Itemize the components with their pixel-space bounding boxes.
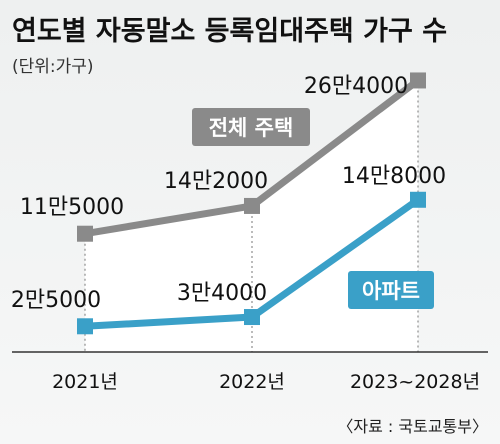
legend-label-apartment: 아파트 <box>348 271 434 309</box>
x-tick-labels: 2021년 2022년 2023~2028년 <box>52 371 480 393</box>
x-tick-label-2: 2023~2028년 <box>350 371 480 393</box>
marker-total-0 <box>77 225 93 242</box>
legend-text-apartment: 아파트 <box>362 279 420 303</box>
x-tick-label-0: 2021년 <box>52 371 118 393</box>
legend-label-total: 전체 주택 <box>192 108 310 146</box>
x-tick-label-1: 2022년 <box>219 371 285 393</box>
source-note: 〈자료 : 국토교통부〉 <box>337 417 488 436</box>
marker-apartment-2 <box>410 191 426 208</box>
legend-text-total: 전체 주택 <box>209 116 294 140</box>
data-markers <box>77 72 426 335</box>
chart-subtitle: (단위:가구) <box>12 57 94 77</box>
data-label-apartment-2: 14만8000 <box>342 164 446 189</box>
legend-badge-apartment <box>348 271 434 309</box>
data-label-total-2: 26만4000 <box>304 74 408 99</box>
data-labels: 11만5000 14만2000 26만4000 2만5000 3만4000 14만8000 <box>11 74 446 313</box>
marker-apartment-0 <box>77 318 93 335</box>
data-label-total-0: 11만5000 <box>20 195 124 220</box>
legend-badge-total <box>192 108 310 146</box>
marker-apartment-1 <box>244 309 260 326</box>
data-label-apartment-0: 2만5000 <box>11 288 101 313</box>
marker-total-2 <box>410 72 426 89</box>
chart-title: 연도별 자동말소 등록임대주택 가구 수 <box>12 16 447 47</box>
marker-total-1 <box>244 197 260 214</box>
data-label-apartment-1: 3만4000 <box>177 281 267 306</box>
data-label-total-1: 14만2000 <box>164 169 268 194</box>
